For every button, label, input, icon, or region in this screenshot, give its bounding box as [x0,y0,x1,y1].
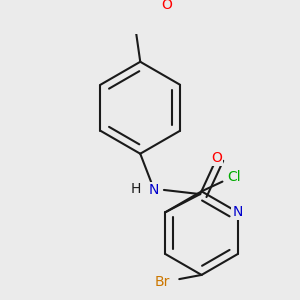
Text: O: O [212,151,222,165]
Text: N: N [149,183,159,197]
Text: O: O [161,0,172,12]
Text: N: N [232,205,243,219]
Text: H: H [131,182,141,196]
Text: Cl: Cl [227,170,240,184]
Text: Br: Br [155,275,170,289]
